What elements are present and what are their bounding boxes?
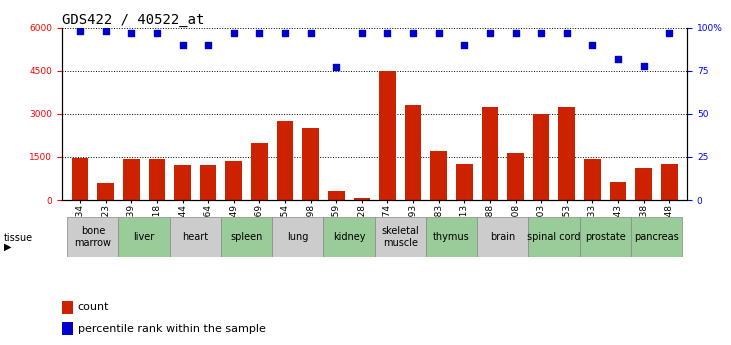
Bar — [303, 128, 319, 200]
Point — [330, 65, 342, 70]
Bar — [148, 159, 165, 200]
Bar — [354, 198, 370, 200]
Bar — [529, 217, 580, 257]
Point — [484, 30, 496, 36]
Bar — [431, 151, 447, 200]
Text: percentile rank within the sample: percentile rank within the sample — [77, 324, 265, 334]
Bar — [477, 217, 529, 257]
Bar — [661, 164, 678, 200]
Bar — [97, 183, 114, 200]
Bar — [558, 107, 575, 200]
Bar — [170, 217, 221, 257]
Bar — [225, 161, 242, 200]
Bar — [72, 158, 88, 200]
Bar — [610, 182, 626, 200]
Text: thymus: thymus — [433, 232, 470, 242]
Bar — [323, 217, 375, 257]
Point — [612, 56, 624, 61]
Bar — [635, 168, 652, 200]
Bar — [62, 322, 73, 335]
Text: ▶: ▶ — [4, 242, 11, 252]
Point — [356, 30, 368, 36]
Bar — [379, 71, 395, 200]
Bar — [456, 164, 473, 200]
Bar — [272, 217, 323, 257]
Bar — [328, 191, 344, 200]
Text: tissue: tissue — [4, 233, 33, 243]
Text: count: count — [77, 303, 109, 313]
Bar — [174, 165, 191, 200]
Bar — [221, 217, 272, 257]
Text: pancreas: pancreas — [634, 232, 679, 242]
Bar — [118, 217, 170, 257]
Bar — [200, 165, 216, 200]
Point — [100, 28, 112, 34]
Point — [458, 42, 470, 48]
Bar — [631, 217, 682, 257]
Bar — [584, 159, 601, 200]
Bar — [405, 105, 421, 200]
Bar — [426, 217, 477, 257]
Point — [151, 30, 163, 36]
Point — [407, 30, 419, 36]
Point — [305, 30, 317, 36]
Text: liver: liver — [134, 232, 155, 242]
Bar — [276, 121, 293, 200]
Bar — [62, 301, 73, 314]
Text: bone
marrow: bone marrow — [75, 226, 111, 248]
Text: spinal cord: spinal cord — [527, 232, 580, 242]
Text: kidney: kidney — [333, 232, 366, 242]
Point — [75, 28, 86, 34]
Point — [228, 30, 240, 36]
Bar — [251, 142, 268, 200]
Point — [254, 30, 265, 36]
Point — [586, 42, 598, 48]
Text: heart: heart — [182, 232, 208, 242]
Point — [177, 42, 189, 48]
Bar — [507, 152, 524, 200]
Text: lung: lung — [287, 232, 308, 242]
Point — [510, 30, 521, 36]
Bar — [580, 217, 631, 257]
Bar — [482, 107, 499, 200]
Point — [202, 42, 214, 48]
Text: GDS422 / 40522_at: GDS422 / 40522_at — [62, 12, 205, 27]
Text: brain: brain — [490, 232, 515, 242]
Bar — [123, 159, 140, 200]
Point — [637, 63, 649, 68]
Text: spleen: spleen — [230, 232, 262, 242]
Text: skeletal
muscle: skeletal muscle — [382, 226, 419, 248]
Bar — [533, 114, 550, 200]
Point — [535, 30, 547, 36]
Point — [126, 30, 137, 36]
Bar — [67, 217, 118, 257]
Text: prostate: prostate — [585, 232, 626, 242]
Point — [433, 30, 444, 36]
Point — [561, 30, 572, 36]
Bar — [375, 217, 426, 257]
Point — [663, 30, 675, 36]
Point — [382, 30, 393, 36]
Point — [279, 30, 291, 36]
